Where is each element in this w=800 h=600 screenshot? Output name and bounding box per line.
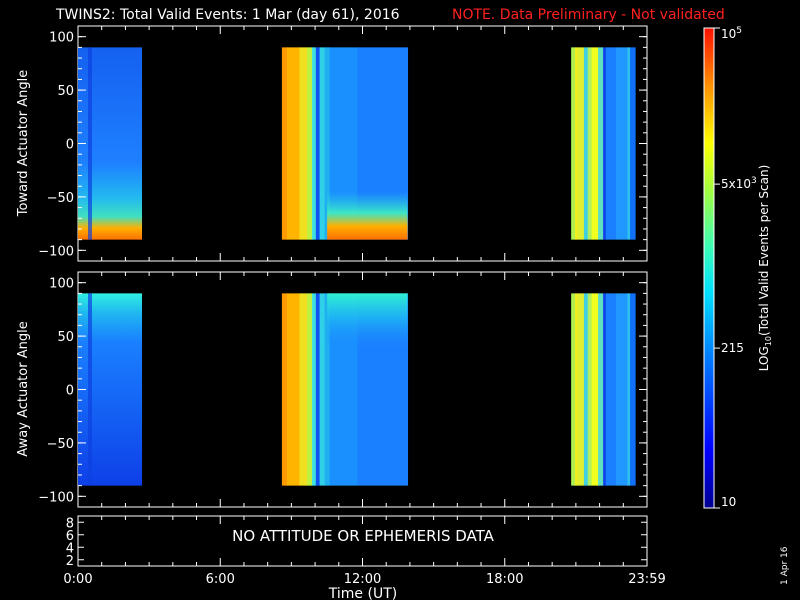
colorbar-tick-label-2: 215 (721, 341, 744, 355)
xtick-label-1: 6:00 (206, 572, 235, 587)
no-ephemeris-message: NO ATTITUDE OR EPHEMERIS DATA (232, 527, 495, 545)
preliminary-note: NOTE. Data Preliminary - Not validated (452, 7, 725, 23)
away-ytick-label-1: 50 (57, 330, 74, 345)
toward-ytick-label-3: −50 (47, 191, 74, 206)
toward-segment-0 (78, 47, 143, 240)
x-axis-label: Time (UT) (328, 586, 397, 600)
colorbar-tick-label-1: 5x103 (721, 176, 757, 191)
colorbar-fill (703, 27, 715, 509)
away-ytick-label-3: −50 (47, 437, 74, 452)
colorbar-tick-label-0: 105 (721, 26, 742, 41)
ephemeris-ytick-label-2: 4 (66, 541, 74, 556)
xtick-label-3: 18:00 (486, 572, 523, 587)
colorbar-label-rest: (Total Valid Events per Scan) (757, 165, 771, 336)
colorbar-label: LOG10(Total Valid Events per Scan) (757, 165, 773, 372)
ephemeris-ytick-label-0: 8 (66, 516, 74, 531)
away-ytick-label-2: 0 (66, 384, 74, 399)
colorbar-label-main: LOG (757, 346, 771, 371)
away-y-axis-label: Away Actuator Angle (16, 321, 31, 456)
ephemeris-ytick-label-1: 6 (66, 529, 74, 544)
away-segment-2 (571, 293, 636, 486)
xtick-label-4: 23:59 (628, 572, 665, 587)
xtick-label-2: 12:00 (344, 572, 381, 587)
date-stamp: 1 Apr 16 (780, 546, 790, 585)
colorbar-label-sub: 10 (764, 336, 773, 346)
away-ytick-label-4: −100 (38, 490, 74, 505)
toward-ytick-label-2: 0 (66, 138, 74, 153)
page-title: TWINS2: Total Valid Events: 1 Mar (day 6… (56, 7, 400, 23)
toward-ytick-label-0: 100 (49, 31, 74, 46)
toward-y-axis-label: Toward Actuator Angle (16, 70, 31, 217)
xtick-label-0: 0:00 (63, 572, 92, 587)
ephemeris-ytick-label-3: 2 (66, 554, 74, 569)
away-segment-1 (281, 293, 409, 486)
away-ytick-label-0: 100 (49, 277, 74, 292)
toward-ytick-label-1: 50 (57, 84, 74, 99)
colorbar-tick-label-3: 10 (721, 495, 736, 509)
heatmap-layer (78, 47, 636, 486)
toward-segment-1 (281, 47, 409, 240)
toward-ytick-label-4: −100 (38, 244, 74, 259)
toward-segment-2 (571, 47, 636, 240)
colorbar-ticks: 105 5x103 215 10 (714, 26, 757, 509)
away-segment-0 (78, 293, 143, 486)
